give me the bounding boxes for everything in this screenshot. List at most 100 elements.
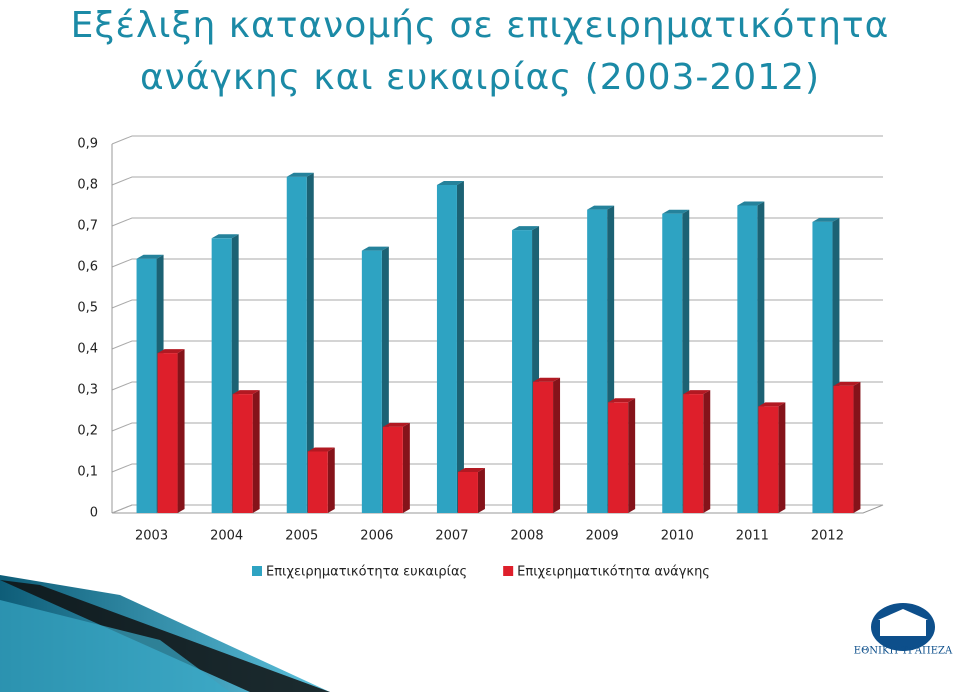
bar [833, 381, 861, 513]
bar-top [361, 246, 389, 251]
bar-side [778, 402, 786, 513]
y-tick-label: 0,5 [77, 301, 98, 316]
grid-line [111, 258, 883, 268]
bar [157, 349, 185, 513]
bar-side [703, 390, 711, 513]
bar-front [833, 385, 854, 513]
legend-swatch [503, 566, 514, 576]
bar-side [252, 390, 260, 513]
legend-label: Επιχειρηματικότητα ευκαιρίας [266, 565, 467, 580]
bar-side [402, 422, 410, 513]
y-tick-label: 0,7 [77, 219, 98, 234]
bar-front [758, 406, 779, 513]
bar-top [512, 226, 540, 231]
y-tick-label: 0,3 [77, 383, 98, 398]
bar-front [211, 238, 232, 514]
bar-top [211, 234, 239, 239]
bar-side [853, 381, 861, 513]
bar [307, 447, 335, 513]
grid-line [111, 135, 883, 145]
bar [436, 181, 464, 513]
grid-line [111, 217, 883, 227]
grid-line [111, 299, 883, 309]
bar-top [457, 468, 485, 472]
bar [457, 468, 485, 513]
bar-top [436, 181, 464, 185]
bar [758, 402, 786, 513]
y-tick-label: 0,8 [77, 178, 98, 193]
bar-top [608, 398, 636, 403]
bar [683, 390, 711, 513]
decor-swoosh [0, 580, 330, 692]
bar [382, 422, 410, 513]
bar-front [737, 205, 758, 513]
logo-emblem [878, 609, 928, 620]
bar-top [307, 447, 335, 452]
bar-front [136, 258, 157, 513]
grid-line [111, 340, 883, 350]
x-tick-label: 2003 [135, 529, 168, 544]
y-tick-label: 0,9 [77, 137, 98, 152]
bar-top [533, 377, 561, 382]
bar-top [136, 254, 164, 259]
bar-top [232, 390, 260, 395]
bar-top [758, 402, 786, 407]
bar-front [307, 451, 328, 513]
bar-front [683, 394, 704, 513]
bar-front [157, 353, 178, 513]
bar [232, 390, 260, 513]
bar-side [477, 468, 485, 513]
bar-front [662, 213, 683, 513]
logo-emblem [880, 620, 926, 636]
decor-swoosh [0, 600, 230, 692]
bar-top [382, 422, 410, 427]
bar-front [361, 250, 382, 513]
bar [286, 172, 314, 514]
logo-text: ΕΘΝΙΚΗ ΤΡΑΠΕΖΑ [854, 646, 953, 657]
grid-line [111, 176, 883, 186]
x-tick-label: 2010 [661, 529, 694, 544]
bar-top [812, 217, 840, 222]
y-tick-label: 0,4 [77, 342, 98, 357]
x-tick-label: 2011 [736, 529, 769, 544]
bar-front [286, 176, 307, 514]
x-tick-label: 2005 [285, 529, 318, 544]
x-tick-label: 2007 [435, 529, 468, 544]
bar-front [382, 426, 403, 513]
bar-top [587, 205, 615, 210]
x-tick-label: 2004 [210, 529, 243, 544]
bar-front [608, 402, 629, 513]
bar-side [177, 349, 185, 513]
x-tick-label: 2012 [811, 529, 844, 544]
x-tick-label: 2009 [586, 529, 619, 544]
bar-front [587, 209, 608, 513]
bar-front [512, 230, 533, 513]
grid-line [111, 381, 883, 391]
bar [533, 377, 561, 513]
legend-label: Επιχειρηματικότητα ανάγκης [517, 565, 710, 580]
x-tick-label: 2006 [360, 529, 393, 544]
y-tick-label: 0 [90, 506, 98, 521]
bar-side [456, 181, 464, 513]
bar-front [812, 221, 833, 513]
y-tick-label: 0,2 [77, 424, 98, 439]
bar-front [436, 185, 457, 513]
bar-front [533, 381, 554, 513]
bar-top [662, 209, 690, 214]
bar-side [553, 377, 561, 513]
chart-title: Εξέλιξη κατανομής σε επιχειρηματικότητα … [70, 5, 890, 98]
bar-front [457, 472, 478, 513]
y-tick-label: 0,1 [77, 465, 98, 480]
bar-top [157, 349, 185, 354]
bar-top [833, 381, 861, 386]
bar-side [327, 447, 335, 513]
y-tick-label: 0,6 [77, 260, 98, 275]
bar-side [628, 398, 636, 513]
logo: ΕΘΝΙΚΗ ΤΡΑΠΕΖΑ [854, 603, 953, 657]
bar [608, 398, 636, 513]
bar-top [737, 201, 765, 206]
bar-top [286, 172, 314, 177]
bar-front [232, 394, 253, 513]
